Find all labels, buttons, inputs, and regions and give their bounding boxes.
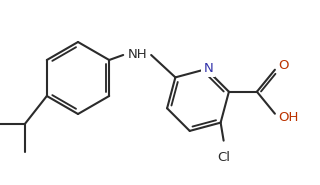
Text: O: O: [278, 59, 288, 72]
Text: N: N: [204, 62, 213, 75]
Text: OH: OH: [278, 111, 298, 124]
Text: Cl: Cl: [217, 151, 230, 164]
Text: NH: NH: [127, 48, 147, 61]
